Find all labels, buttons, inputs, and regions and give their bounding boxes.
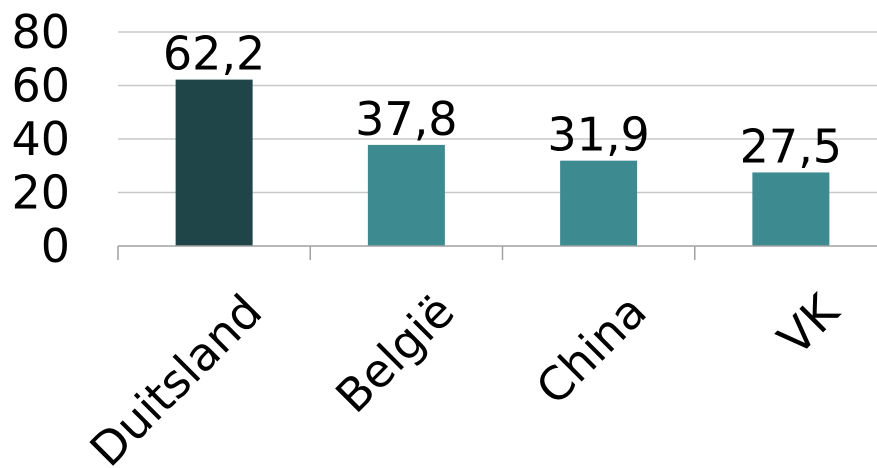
category-label: China [526,284,657,415]
y-tick-label: 20 [11,166,70,220]
data-label: 27,5 [740,119,842,173]
data-labels: 62,2 37,8 31,9 27,5 [163,27,842,174]
y-tick-label: 80 [11,5,70,59]
data-label: 31,9 [547,108,649,162]
category-label: Duitsland [79,284,272,468]
y-tick-label: 40 [11,112,70,166]
category-labels: Duitsland België China VK [79,283,850,468]
data-label: 62,2 [163,27,265,81]
bar-china [560,160,638,246]
bar-belgië [367,144,445,246]
x-axis [117,245,877,260]
bar-duitsland [175,79,253,247]
category-label: België [325,284,464,423]
category-label: VK [767,283,850,366]
data-label: 37,8 [355,92,457,146]
y-tick-label: 60 [11,59,70,113]
bars [175,79,830,247]
bar-vk [752,172,830,246]
y-tick-label: 0 [41,219,70,273]
